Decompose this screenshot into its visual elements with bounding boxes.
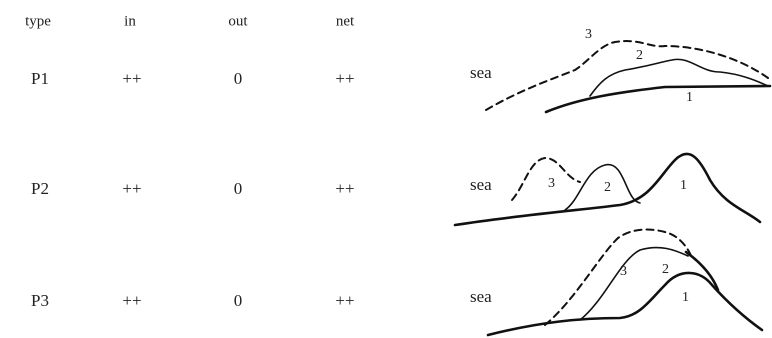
profile-3 [486, 41, 768, 110]
diagram-p3: sea 3 2 1 [470, 230, 762, 335]
header-cell: type [25, 13, 51, 29]
profile-label: 1 [680, 178, 687, 193]
cell: ++ [335, 69, 354, 88]
diagram-p1: sea 3 2 1 [470, 27, 770, 112]
sea-label: sea [470, 287, 492, 306]
cell: P2 [31, 179, 49, 198]
diagram-p2: sea 3 2 1 [455, 154, 760, 225]
profile-2 [590, 59, 768, 96]
profile-3 [545, 230, 692, 325]
cell: P1 [31, 69, 49, 88]
sea-label: sea [470, 63, 492, 82]
cell: 0 [234, 291, 243, 310]
cell: 0 [234, 69, 243, 88]
profile-1 [488, 273, 762, 335]
profile-label: 2 [604, 180, 611, 195]
cell: ++ [122, 69, 141, 88]
profile-label: 2 [662, 262, 669, 277]
header-cell: in [124, 13, 136, 29]
table: type in out net P1 ++ 0 ++ P2 ++ 0 ++ P3… [25, 13, 355, 309]
header-cell: out [228, 13, 248, 29]
profile-label: 1 [686, 90, 693, 105]
cell: ++ [335, 291, 354, 310]
profile-1-upper [686, 252, 718, 290]
cell: ++ [122, 179, 141, 198]
profile-label: 3 [585, 27, 592, 42]
profile-label: 2 [636, 48, 643, 63]
profile-1 [546, 86, 770, 112]
profile-label: 1 [682, 290, 689, 305]
profile-label: 3 [548, 176, 555, 191]
cell: P3 [31, 291, 49, 310]
figure: type in out net P1 ++ 0 ++ P2 ++ 0 ++ P3… [0, 0, 772, 338]
sea-label: sea [470, 175, 492, 194]
cell: 0 [234, 179, 243, 198]
header-cell: net [336, 13, 355, 29]
profile-2 [580, 248, 688, 320]
cell: ++ [335, 179, 354, 198]
cell: ++ [122, 291, 141, 310]
profile-label: 3 [620, 264, 627, 279]
profile-3 [512, 158, 580, 200]
